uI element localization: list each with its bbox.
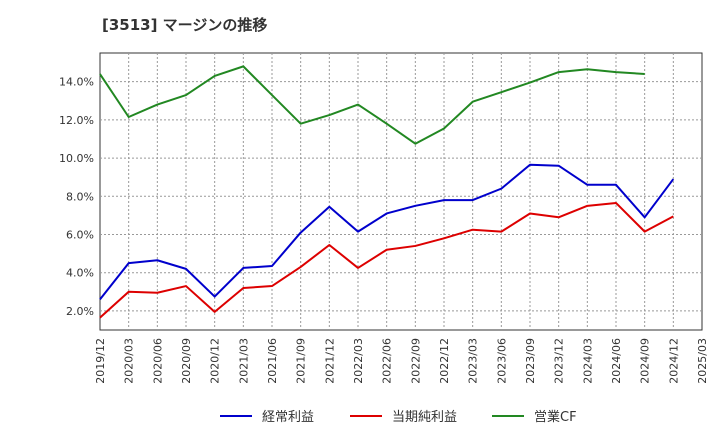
x-tick-label: 2022/09 bbox=[409, 338, 422, 384]
x-tick-label: 2024/06 bbox=[610, 338, 623, 384]
x-tick-label: 2024/12 bbox=[667, 338, 680, 384]
series-line-2 bbox=[99, 65, 645, 145]
x-tick-label: 2019/12 bbox=[94, 338, 107, 384]
legend-label-2: 営業CF bbox=[534, 409, 577, 425]
x-tick-label: 2023/09 bbox=[524, 338, 537, 384]
x-tick-label: 2020/06 bbox=[151, 338, 164, 384]
x-tick-label: 2025/03 bbox=[696, 338, 709, 384]
y-tick-label: 14.0% bbox=[59, 76, 94, 89]
series-line-1 bbox=[99, 201, 674, 319]
x-tick-label: 2024/03 bbox=[581, 338, 594, 384]
legend-label-1: 当期純利益 bbox=[392, 410, 457, 425]
legend: 経常利益 当期純利益 営業CF bbox=[220, 409, 577, 425]
y-tick-label: 10.0% bbox=[59, 152, 94, 165]
x-tick-label: 2022/03 bbox=[352, 338, 365, 384]
y-tick-label: 4.0% bbox=[66, 267, 94, 280]
x-tick-label: 2021/09 bbox=[295, 338, 308, 384]
series-lines bbox=[99, 65, 675, 319]
x-axis: 2019/12 2020/03 2020/06 2020/09 2020/12 2021/… bbox=[94, 338, 709, 384]
x-tick-label: 2020/03 bbox=[123, 338, 136, 384]
y-tick-label: 8.0% bbox=[66, 190, 94, 203]
x-tick-label: 2024/09 bbox=[639, 338, 652, 384]
x-tick-label: 2020/09 bbox=[180, 338, 193, 384]
x-tick-label: 2023/06 bbox=[495, 338, 508, 384]
grid-lines bbox=[100, 53, 702, 330]
x-tick-label: 2022/12 bbox=[438, 338, 451, 384]
series-line-0 bbox=[99, 163, 675, 301]
x-tick-label: 2023/12 bbox=[553, 338, 566, 384]
y-tick-label: 2.0% bbox=[66, 305, 94, 318]
x-tick-label: 2021/12 bbox=[323, 338, 336, 384]
plot-area bbox=[99, 52, 703, 331]
legend-label-0: 経常利益 bbox=[262, 410, 314, 425]
y-tick-label: 12.0% bbox=[59, 114, 94, 127]
x-tick-label: 2022/06 bbox=[381, 338, 394, 384]
x-tick-label: 2021/06 bbox=[266, 338, 279, 384]
y-axis: 2.0% 4.0% 6.0% 8.0% 10.0% 12.0% 14.0% bbox=[59, 76, 94, 318]
x-tick-label: 2020/12 bbox=[209, 338, 222, 384]
y-tick-label: 6.0% bbox=[66, 228, 94, 241]
x-tick-label: 2021/03 bbox=[237, 338, 250, 384]
chart-title: [3513] マージンの推移 bbox=[102, 16, 268, 34]
x-tick-label: 2023/03 bbox=[467, 338, 480, 384]
